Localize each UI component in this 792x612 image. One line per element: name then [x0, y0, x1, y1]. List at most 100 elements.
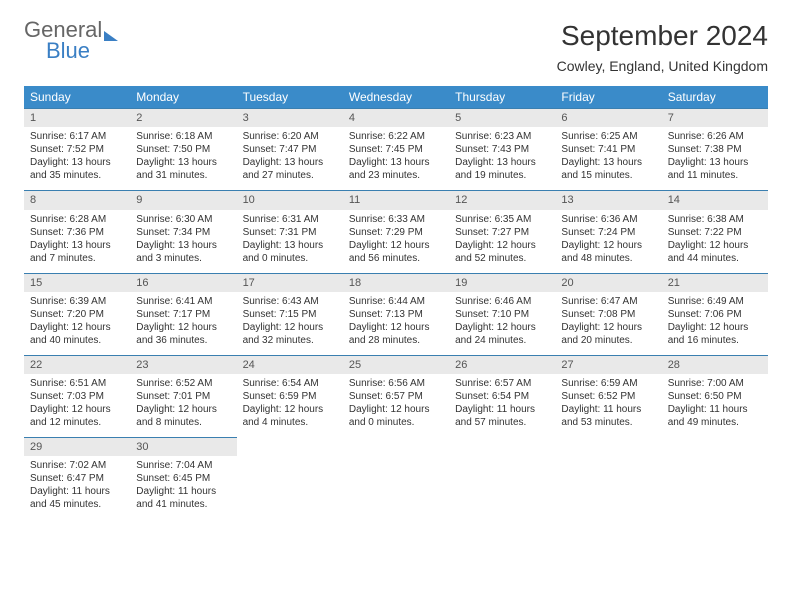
calendar-cell: 21Sunrise: 6:49 AMSunset: 7:06 PMDayligh… — [662, 273, 768, 355]
sunrise-line: Sunrise: 6:28 AM — [30, 213, 124, 226]
day-header-row: Sunday Monday Tuesday Wednesday Thursday… — [24, 86, 768, 109]
day-header: Wednesday — [343, 86, 449, 109]
day-number: 13 — [555, 191, 661, 209]
sunrise-line: Sunrise: 6:49 AM — [668, 295, 762, 308]
calendar-cell — [662, 438, 768, 520]
sunset-line: Sunset: 7:03 PM — [30, 390, 124, 403]
calendar-cell: 17Sunrise: 6:43 AMSunset: 7:15 PMDayligh… — [237, 273, 343, 355]
daylight-line: Daylight: 11 hours and 41 minutes. — [136, 485, 230, 511]
day-number: 10 — [237, 191, 343, 209]
day-body: Sunrise: 6:31 AMSunset: 7:31 PMDaylight:… — [237, 210, 343, 273]
day-header: Friday — [555, 86, 661, 109]
sunrise-line: Sunrise: 6:17 AM — [30, 130, 124, 143]
sunset-line: Sunset: 7:41 PM — [561, 143, 655, 156]
sunrise-line: Sunrise: 6:18 AM — [136, 130, 230, 143]
daylight-line: Daylight: 13 hours and 35 minutes. — [30, 156, 124, 182]
sunset-line: Sunset: 7:45 PM — [349, 143, 443, 156]
calendar-cell: 23Sunrise: 6:52 AMSunset: 7:01 PMDayligh… — [130, 355, 236, 437]
day-body: Sunrise: 6:54 AMSunset: 6:59 PMDaylight:… — [237, 374, 343, 437]
calendar-cell: 5Sunrise: 6:23 AMSunset: 7:43 PMDaylight… — [449, 109, 555, 191]
sunrise-line: Sunrise: 6:25 AM — [561, 130, 655, 143]
calendar-row: 29Sunrise: 7:02 AMSunset: 6:47 PMDayligh… — [24, 438, 768, 520]
day-number: 23 — [130, 356, 236, 374]
sunrise-line: Sunrise: 7:00 AM — [668, 377, 762, 390]
sunset-line: Sunset: 6:50 PM — [668, 390, 762, 403]
calendar-cell — [449, 438, 555, 520]
sunset-line: Sunset: 7:01 PM — [136, 390, 230, 403]
calendar-cell: 6Sunrise: 6:25 AMSunset: 7:41 PMDaylight… — [555, 109, 661, 191]
day-number: 2 — [130, 109, 236, 127]
day-body: Sunrise: 6:57 AMSunset: 6:54 PMDaylight:… — [449, 374, 555, 437]
calendar-cell: 22Sunrise: 6:51 AMSunset: 7:03 PMDayligh… — [24, 355, 130, 437]
daylight-line: Daylight: 12 hours and 8 minutes. — [136, 403, 230, 429]
day-header: Saturday — [662, 86, 768, 109]
day-body: Sunrise: 6:18 AMSunset: 7:50 PMDaylight:… — [130, 127, 236, 190]
sunrise-line: Sunrise: 6:47 AM — [561, 295, 655, 308]
sunset-line: Sunset: 7:31 PM — [243, 226, 337, 239]
day-number: 30 — [130, 438, 236, 456]
sunrise-line: Sunrise: 6:44 AM — [349, 295, 443, 308]
sunset-line: Sunset: 7:20 PM — [30, 308, 124, 321]
sunrise-line: Sunrise: 6:43 AM — [243, 295, 337, 308]
sunrise-line: Sunrise: 6:51 AM — [30, 377, 124, 390]
day-body: Sunrise: 7:04 AMSunset: 6:45 PMDaylight:… — [130, 456, 236, 519]
sunset-line: Sunset: 7:10 PM — [455, 308, 549, 321]
calendar-cell: 28Sunrise: 7:00 AMSunset: 6:50 PMDayligh… — [662, 355, 768, 437]
day-number: 27 — [555, 356, 661, 374]
day-number: 19 — [449, 274, 555, 292]
day-header: Monday — [130, 86, 236, 109]
day-number: 17 — [237, 274, 343, 292]
calendar-cell: 2Sunrise: 6:18 AMSunset: 7:50 PMDaylight… — [130, 109, 236, 191]
day-number: 8 — [24, 191, 130, 209]
calendar-cell: 19Sunrise: 6:46 AMSunset: 7:10 PMDayligh… — [449, 273, 555, 355]
calendar-row: 15Sunrise: 6:39 AMSunset: 7:20 PMDayligh… — [24, 273, 768, 355]
sunset-line: Sunset: 7:22 PM — [668, 226, 762, 239]
daylight-line: Daylight: 11 hours and 49 minutes. — [668, 403, 762, 429]
calendar-row: 8Sunrise: 6:28 AMSunset: 7:36 PMDaylight… — [24, 191, 768, 273]
day-body: Sunrise: 6:52 AMSunset: 7:01 PMDaylight:… — [130, 374, 236, 437]
sunrise-line: Sunrise: 6:59 AM — [561, 377, 655, 390]
day-body: Sunrise: 6:46 AMSunset: 7:10 PMDaylight:… — [449, 292, 555, 355]
day-number: 12 — [449, 191, 555, 209]
daylight-line: Daylight: 13 hours and 3 minutes. — [136, 239, 230, 265]
day-body: Sunrise: 6:35 AMSunset: 7:27 PMDaylight:… — [449, 210, 555, 273]
day-header: Sunday — [24, 86, 130, 109]
sunrise-line: Sunrise: 7:04 AM — [136, 459, 230, 472]
sunrise-line: Sunrise: 6:46 AM — [455, 295, 549, 308]
sunset-line: Sunset: 7:47 PM — [243, 143, 337, 156]
day-body: Sunrise: 6:47 AMSunset: 7:08 PMDaylight:… — [555, 292, 661, 355]
day-number: 22 — [24, 356, 130, 374]
day-number: 4 — [343, 109, 449, 127]
calendar-cell: 27Sunrise: 6:59 AMSunset: 6:52 PMDayligh… — [555, 355, 661, 437]
daylight-line: Daylight: 13 hours and 23 minutes. — [349, 156, 443, 182]
sunset-line: Sunset: 6:54 PM — [455, 390, 549, 403]
day-body: Sunrise: 6:23 AMSunset: 7:43 PMDaylight:… — [449, 127, 555, 190]
daylight-line: Daylight: 13 hours and 11 minutes. — [668, 156, 762, 182]
daylight-line: Daylight: 12 hours and 28 minutes. — [349, 321, 443, 347]
sunset-line: Sunset: 7:17 PM — [136, 308, 230, 321]
sunrise-line: Sunrise: 6:54 AM — [243, 377, 337, 390]
day-body: Sunrise: 6:17 AMSunset: 7:52 PMDaylight:… — [24, 127, 130, 190]
sunset-line: Sunset: 7:24 PM — [561, 226, 655, 239]
daylight-line: Daylight: 11 hours and 53 minutes. — [561, 403, 655, 429]
sunset-line: Sunset: 7:50 PM — [136, 143, 230, 156]
sunrise-line: Sunrise: 7:02 AM — [30, 459, 124, 472]
day-number: 25 — [343, 356, 449, 374]
day-number: 16 — [130, 274, 236, 292]
sunrise-line: Sunrise: 6:22 AM — [349, 130, 443, 143]
day-body: Sunrise: 6:30 AMSunset: 7:34 PMDaylight:… — [130, 210, 236, 273]
daylight-line: Daylight: 13 hours and 27 minutes. — [243, 156, 337, 182]
sunset-line: Sunset: 7:52 PM — [30, 143, 124, 156]
day-number: 26 — [449, 356, 555, 374]
day-header: Tuesday — [237, 86, 343, 109]
day-number: 24 — [237, 356, 343, 374]
day-body: Sunrise: 6:26 AMSunset: 7:38 PMDaylight:… — [662, 127, 768, 190]
daylight-line: Daylight: 12 hours and 32 minutes. — [243, 321, 337, 347]
sunset-line: Sunset: 7:08 PM — [561, 308, 655, 321]
calendar-cell: 30Sunrise: 7:04 AMSunset: 6:45 PMDayligh… — [130, 438, 236, 520]
calendar-cell: 18Sunrise: 6:44 AMSunset: 7:13 PMDayligh… — [343, 273, 449, 355]
calendar-cell — [237, 438, 343, 520]
sunset-line: Sunset: 7:13 PM — [349, 308, 443, 321]
sunrise-line: Sunrise: 6:20 AM — [243, 130, 337, 143]
calendar-cell: 29Sunrise: 7:02 AMSunset: 6:47 PMDayligh… — [24, 438, 130, 520]
